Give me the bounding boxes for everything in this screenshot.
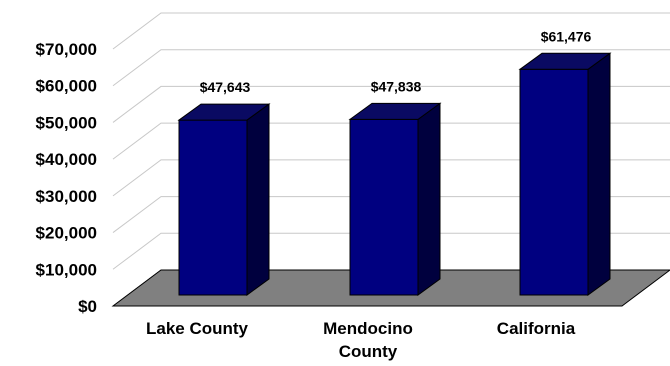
x-axis-categories: Lake County Mendocino County California	[146, 319, 576, 361]
y-tick-label: $40,000	[36, 150, 97, 169]
bar	[518, 52, 612, 296]
y-tick-label: $30,000	[36, 187, 97, 206]
data-label: $47,838	[371, 78, 422, 94]
category-label: Lake County	[146, 319, 249, 338]
gridline	[112, 49, 670, 87]
y-tick-label: $0	[78, 297, 97, 316]
y-tick-label: $60,000	[36, 77, 97, 96]
y-tick-label: $50,000	[36, 113, 97, 132]
data-label: $47,643	[200, 79, 251, 95]
gridlines	[112, 12, 670, 307]
gridline	[112, 232, 670, 270]
gridline	[112, 196, 670, 233]
y-tick-label: $10,000	[36, 260, 97, 279]
y-axis-ticks: $0 $10,000 $20,000 $30,000 $40,000 $50,000 $60…	[36, 40, 97, 316]
data-label: $61,476	[541, 28, 592, 44]
category-label: California	[497, 319, 576, 338]
bar	[348, 102, 442, 296]
category-label: Mendocino County	[323, 319, 413, 361]
y-tick-label: $20,000	[36, 224, 97, 243]
y-tick-label: $70,000	[36, 40, 97, 59]
gridline	[112, 159, 670, 197]
bar	[177, 103, 271, 296]
gridline	[112, 12, 670, 50]
data-labels: $47,643 $47,838 $61,476	[200, 28, 592, 95]
gridline	[112, 85, 670, 123]
gridline	[112, 122, 670, 160]
bars	[177, 52, 612, 296]
